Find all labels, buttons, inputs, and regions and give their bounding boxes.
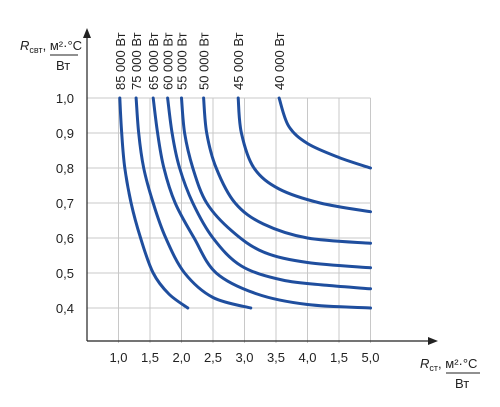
series-label: 55 000 Вт [175,32,190,90]
y-label-unit-num: м²·°C [50,38,82,53]
x-tick-label: 4,0 [298,350,316,365]
series-curve [277,96,372,170]
x-tick-label: 2,0 [172,350,190,365]
x-tick-label: 3,0 [235,350,253,365]
x-tick-labels: 1,0 1,5 2,0 2,5 3,0 3,5 4,0 1,5 5,0 [109,350,379,365]
y-axis-arrow [83,28,91,38]
y-tick-label: 0,4 [56,301,74,316]
series-label: 65 000 Вт [146,32,161,90]
y-tick-label: 0,9 [56,126,74,141]
y-tick-label: 0,5 [56,266,74,281]
x-label-symbol: R [420,356,429,371]
x-label-unit-num: м²·°C [445,356,477,371]
x-tick-label: 3,5 [267,350,285,365]
svg-text:Rст, м²·°C: Rст, м²·°C [420,356,477,373]
series-label: 60 000 Вт [161,32,176,90]
series-curve [236,96,372,214]
x-axis-arrow [428,337,438,345]
x-axis-label: Rст, м²·°C Вт [420,356,480,391]
y-tick-labels: 0,4 0,5 0,6 0,7 0,8 0,9 1,0 [56,91,74,316]
axes [83,28,438,345]
x-tick-label: 2,5 [204,350,222,365]
x-tick-label: 1,5 [330,350,348,365]
y-tick-label: 0,8 [56,161,74,176]
y-axis-label: Rсвт, м²·°C Вт [20,38,82,73]
series-label: 45 000 Вт [231,32,246,90]
x-label-unit-den: Вт [455,376,469,391]
series-label: 50 000 Вт [197,32,212,90]
y-tick-label: 0,6 [56,231,74,246]
svg-text:Rсвт, м²·°C: Rсвт, м²·°C [20,38,82,55]
x-tick-label: 1,0 [109,350,127,365]
series-curve [166,96,372,291]
series-label: 85 000 Вт [113,32,128,90]
series-curve [151,96,372,310]
y-label-unit-den: Вт [56,58,70,73]
series-curve [134,96,253,310]
series-curves [118,96,372,310]
series-label: 40 000 Вт [272,32,287,90]
y-tick-label: 1,0 [56,91,74,106]
x-tick-label: 5,0 [361,350,379,365]
x-label-sub: ст [429,363,438,373]
series-curve [202,96,372,245]
series-label: 75 000 Вт [129,32,144,90]
x-tick-label: 1,5 [141,350,159,365]
y-label-symbol: R [20,38,29,53]
series-curve [180,96,372,270]
y-label-sub: свт [29,45,42,55]
y-tick-label: 0,7 [56,196,74,211]
series-curve [118,96,190,310]
